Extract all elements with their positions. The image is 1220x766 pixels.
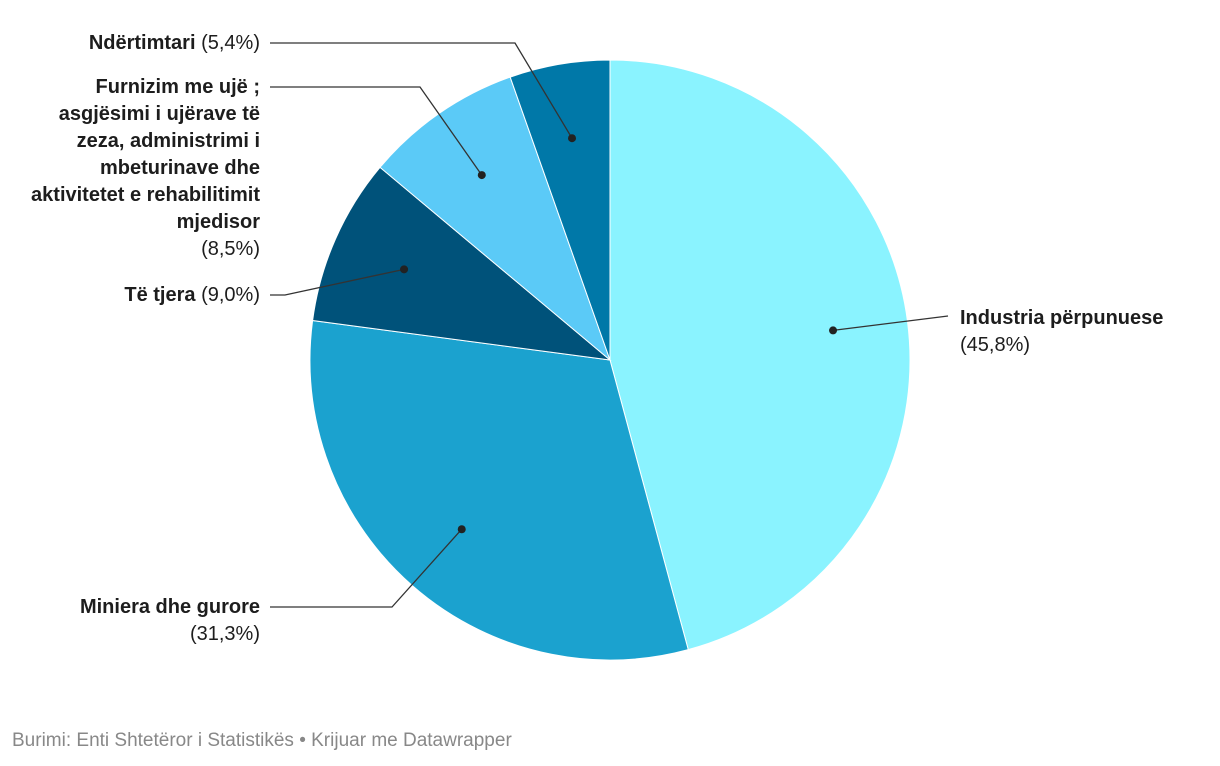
slice-miniera [309,319,689,661]
leader-dot [457,525,466,534]
leader-lines [270,42,949,608]
leader-dot [568,134,577,143]
slice-percent: (9,0%) [201,284,260,306]
leader-dot [477,171,486,180]
leader-line [270,42,573,139]
slice-name: Të tjera [124,284,196,306]
slice-name: Miniera dhe gurore [79,596,260,618]
leader-line [270,86,483,176]
leader-line [270,268,405,296]
slice-percent: (45,8%) [960,334,1031,356]
leader-line [832,315,949,332]
slice-name: Industria përpunuese [960,307,1164,329]
slice-percent: (8,5%) [201,238,260,260]
source-footer: Burimi: Enti Shtetëror i Statistikës • K… [12,730,512,751]
label-te-tjera: Të tjera (9,0%) [20,282,260,309]
pie-slices [309,59,911,661]
slice-name: Ndërtimtari [88,32,196,54]
label-industria: Industria përpunuese (45,8%) [960,305,1163,359]
slice-percent: (5,4%) [201,32,260,54]
label-miniera: Miniera dhe gurore (31,3%) [20,594,260,648]
slice-ndertimtari [509,59,611,361]
leader-line [270,528,463,608]
slice-name: Furnizim me ujë ; asgjësimi i ujërave të… [31,76,260,233]
label-ndertimtari: Ndërtimtari (5,4%) [20,30,260,57]
leader-dot [829,326,838,335]
leader-dot [400,265,409,274]
label-furnizim: Furnizim me ujë ; asgjësimi i ujërave të… [20,74,260,263]
slice-percent: (31,3%) [189,623,260,645]
slice-te-tjera [312,166,612,361]
